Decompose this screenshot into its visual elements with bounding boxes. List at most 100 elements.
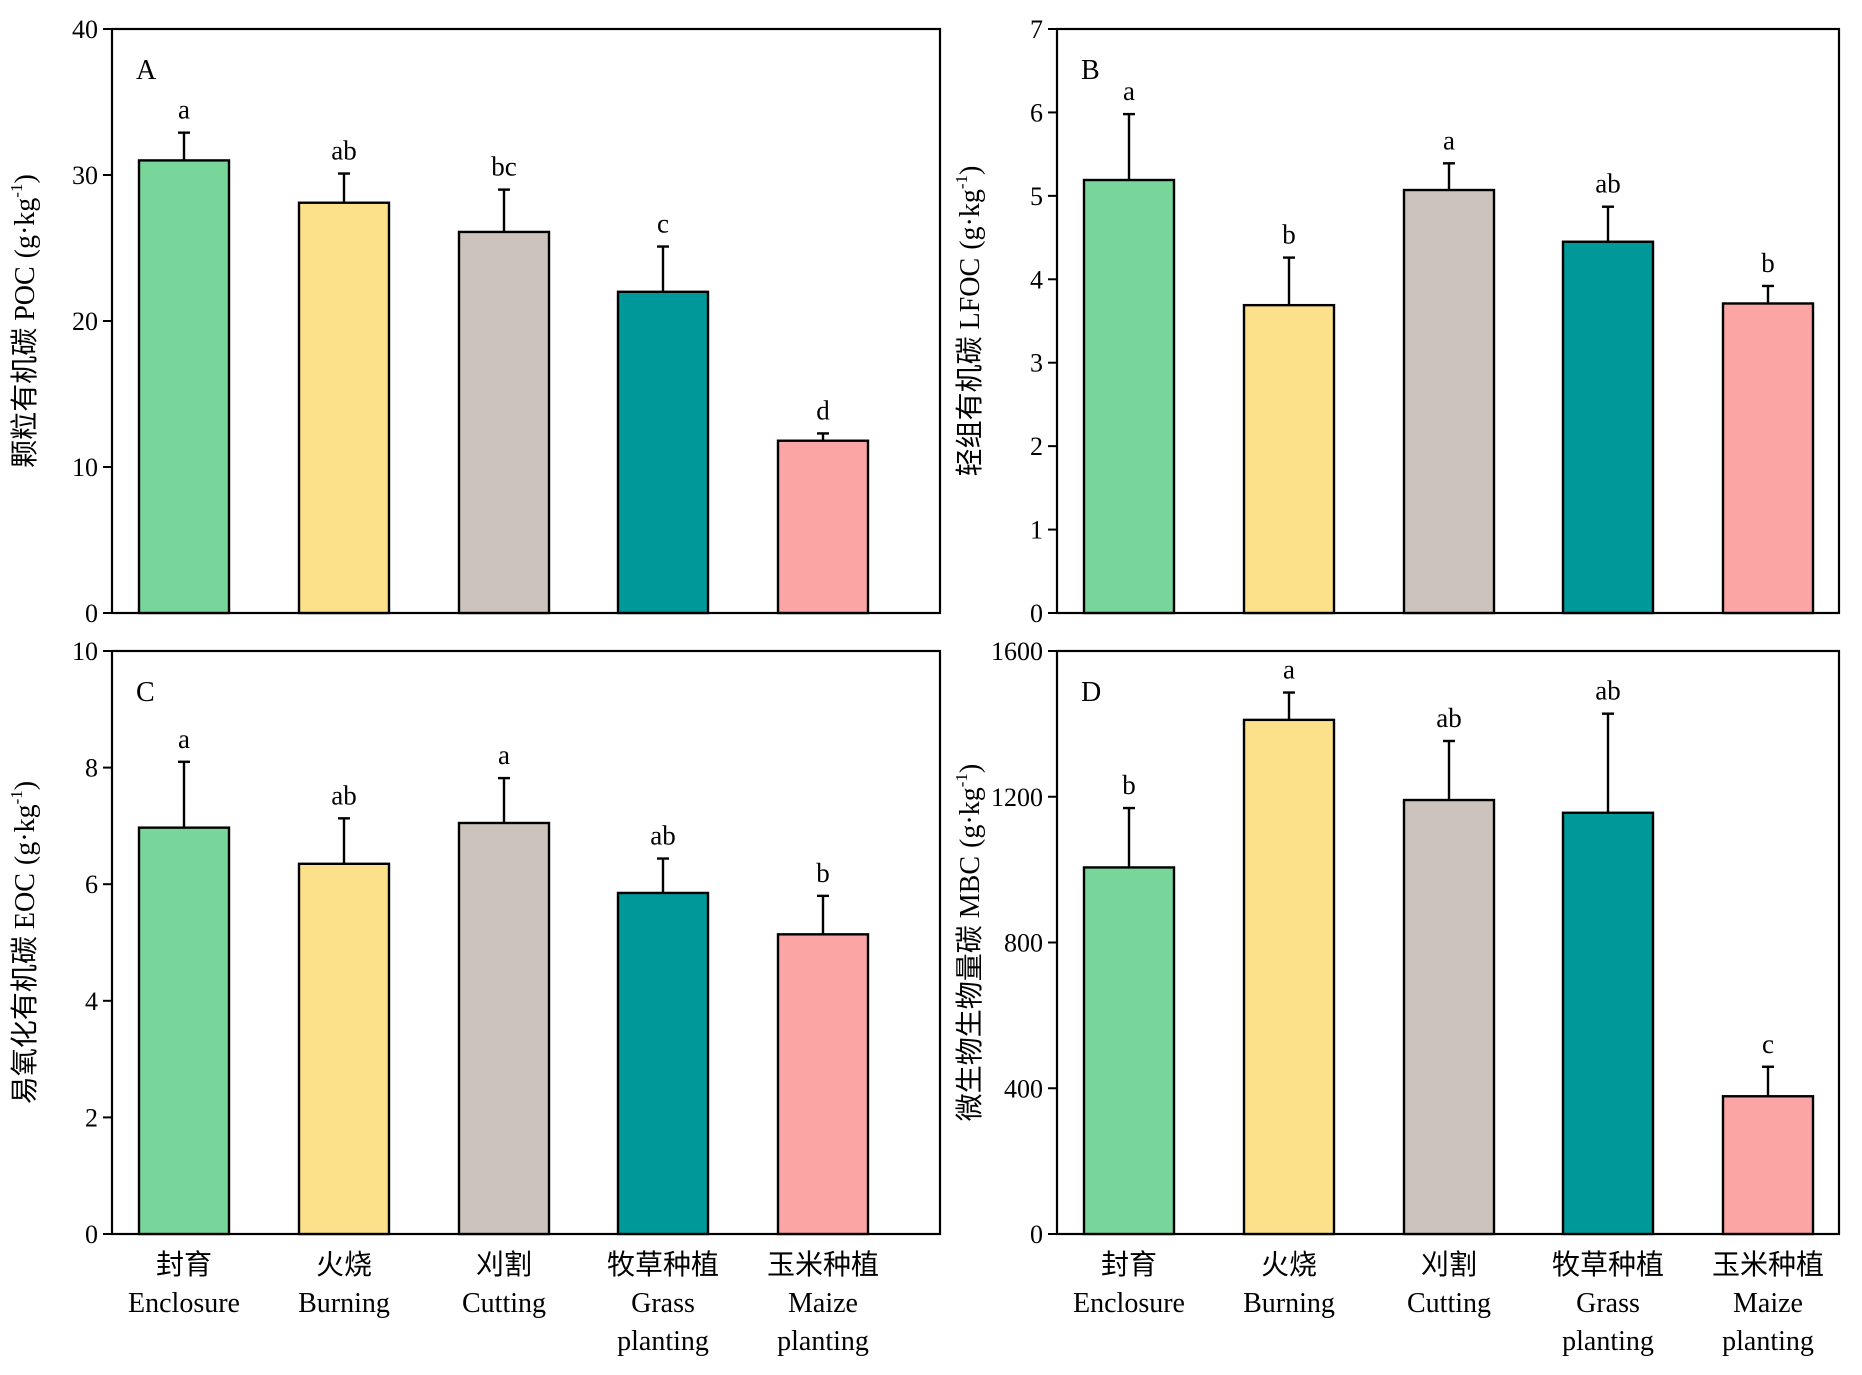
y-tick-label: 0	[1030, 1220, 1043, 1249]
y-axis-label: 轻组有机碳 LFOC (g·kg-1)	[952, 166, 986, 477]
y-axis-label-sup: -1	[952, 773, 971, 787]
panel-letter: D	[1081, 677, 1101, 708]
y-tick-label: 6	[85, 870, 98, 899]
bar-c-5	[776, 933, 870, 1236]
bar-b-4	[1561, 240, 1655, 615]
y-tick-label: 40	[72, 15, 98, 44]
y-tick-label: 2	[1030, 432, 1043, 461]
y-axis-label-name: 微生物生物量碳 MBC	[954, 856, 986, 1121]
y-axis-label: 微生物生物量碳 MBC (g·kg-1)	[952, 764, 986, 1121]
y-axis-label-sup: -1	[7, 790, 26, 804]
y-axis-label-name: 颗粒有机碳 POC	[9, 266, 41, 467]
bar-a-2	[297, 201, 391, 615]
y-tick-label: 2	[85, 1103, 98, 1132]
y-axis-label-close: )	[10, 174, 41, 183]
bar-a-5	[776, 439, 870, 615]
y-tick-label: 400	[1004, 1074, 1043, 1103]
significance-letter: ab	[1436, 703, 1461, 733]
bar-d-1	[1082, 866, 1176, 1236]
y-tick-label: 800	[1004, 929, 1043, 958]
y-axis-label-unit: (g·kg	[955, 189, 986, 250]
significance-letter: bc	[491, 152, 517, 182]
bar-b-1	[1082, 178, 1176, 615]
panel-letter: B	[1081, 55, 1100, 86]
panel-D: 0 400 800 1200 1600 D 微生物生物量碳 MBC (g·kg-1) b a ab a…	[952, 637, 1841, 1357]
x-category-en: Cutting	[462, 1288, 546, 1319]
x-category-zh: 牧草种植	[607, 1249, 719, 1281]
y-axis-label-name: 易氧化有机碳 EOC	[9, 873, 41, 1104]
significance-letter: a	[1283, 655, 1295, 685]
x-category-en: planting	[617, 1326, 709, 1357]
y-axis-label: 颗粒有机碳 POC (g·kg-1)	[7, 174, 41, 468]
y-tick-label: 6	[1030, 98, 1043, 127]
y-tick-label: 4	[1030, 265, 1043, 294]
bar-b-5	[1721, 302, 1815, 615]
bar-d-2	[1242, 718, 1336, 1236]
x-category-zh: 火烧	[1261, 1249, 1317, 1281]
x-category-zh: 封育	[156, 1249, 212, 1281]
x-category-en: Enclosure	[1073, 1288, 1185, 1319]
y-tick-label: 1600	[991, 637, 1043, 666]
significance-letter: ab	[331, 780, 356, 810]
bar-a-3	[457, 230, 551, 615]
bar-a-4	[616, 290, 710, 615]
y-tick-label: 5	[1030, 182, 1043, 211]
x-category-zh: 刈割	[1421, 1249, 1477, 1281]
y-tick-label: 30	[72, 161, 98, 190]
bar-c-3	[457, 821, 551, 1236]
y-axis-label-sup: -1	[952, 175, 971, 189]
y-tick-label: 0	[85, 599, 98, 628]
significance-letter: b	[1761, 248, 1775, 278]
significance-letter: c	[1762, 1029, 1774, 1059]
significance-letter: a	[178, 95, 190, 125]
significance-letter: a	[178, 724, 190, 754]
x-category-en: Maize	[1733, 1288, 1803, 1319]
significance-letter: c	[657, 209, 669, 239]
y-tick-label: 10	[72, 453, 98, 482]
y-tick-label: 3	[1030, 349, 1043, 378]
bar-b-3	[1402, 188, 1496, 615]
y-axis-label: 易氧化有机碳 EOC (g·kg-1)	[7, 781, 41, 1104]
significance-letter: b	[816, 858, 830, 888]
bar-d-5	[1721, 1095, 1815, 1236]
x-category-zh: 玉米种植	[1712, 1249, 1824, 1281]
y-tick-label: 10	[72, 637, 98, 666]
significance-letter: ab	[650, 821, 675, 851]
x-category-en: Burning	[1243, 1288, 1335, 1319]
x-category-en: Enclosure	[128, 1288, 240, 1319]
x-category-en: Maize	[788, 1288, 858, 1319]
panel-letter: A	[136, 55, 157, 86]
bar-c-4	[616, 891, 710, 1236]
x-category-en: planting	[1562, 1326, 1654, 1357]
bar-d-4	[1561, 811, 1655, 1236]
panel-letter: C	[136, 677, 155, 708]
significance-letter: a	[1443, 125, 1455, 155]
y-tick-label: 8	[85, 754, 98, 783]
y-tick-label: 1200	[991, 783, 1043, 812]
y-axis-label-unit: (g·kg	[955, 787, 986, 848]
significance-letter: a	[498, 740, 510, 770]
x-category-en: planting	[777, 1326, 869, 1357]
panel-C: 0 2 4 6 8 10 C 易氧化有机碳 EOC (g·kg-1) a ab a ab b 封育 Enclo…	[7, 637, 942, 1357]
panel-A: 0 10 20 30 40 A 颗粒有机碳 POC (g·kg-1) a ab bc c d	[7, 15, 942, 628]
x-category-zh: 牧草种植	[1552, 1249, 1664, 1281]
y-tick-label: 0	[1030, 599, 1043, 628]
y-axis-label-close: )	[955, 764, 986, 773]
x-category-en: Grass	[631, 1288, 695, 1319]
y-axis-label-close: )	[955, 166, 986, 175]
significance-letter: a	[1123, 76, 1135, 106]
y-tick-label: 20	[72, 307, 98, 336]
y-tick-label: 7	[1030, 15, 1043, 44]
x-category-zh: 封育	[1101, 1249, 1157, 1281]
bar-a-1	[137, 159, 231, 615]
significance-letter: b	[1122, 770, 1136, 800]
y-axis-label-unit: (g·kg	[10, 198, 41, 259]
x-category-zh: 刈割	[476, 1249, 532, 1281]
x-category-en: Burning	[298, 1288, 390, 1319]
significance-letter: ab	[1595, 169, 1620, 199]
bar-c-2	[297, 862, 391, 1236]
y-tick-label: 4	[85, 987, 98, 1016]
y-axis-label-sup: -1	[7, 184, 26, 198]
significance-letter: ab	[1595, 676, 1620, 706]
